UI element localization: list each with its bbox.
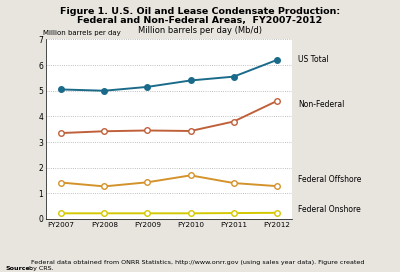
Text: Non-Federal: Non-Federal: [298, 100, 344, 109]
Text: Figure 1. U.S. Oil and Lease Condensate Production:: Figure 1. U.S. Oil and Lease Condensate …: [60, 7, 340, 16]
Text: Federal data obtained from ONRR Statistics, http://www.onrr.gov (using sales yea: Federal data obtained from ONRR Statisti…: [29, 260, 365, 271]
Text: US Total: US Total: [298, 55, 329, 64]
Text: Federal Onshore: Federal Onshore: [298, 205, 361, 214]
Text: Million barrels per day (Mb/d): Million barrels per day (Mb/d): [138, 26, 262, 35]
Text: Federal Offshore: Federal Offshore: [298, 175, 361, 184]
Text: Source:: Source:: [6, 266, 33, 271]
Text: Million barrels per day: Million barrels per day: [43, 30, 121, 36]
Text: Federal and Non-Federal Areas,  FY2007-2012: Federal and Non-Federal Areas, FY2007-20…: [77, 16, 323, 25]
